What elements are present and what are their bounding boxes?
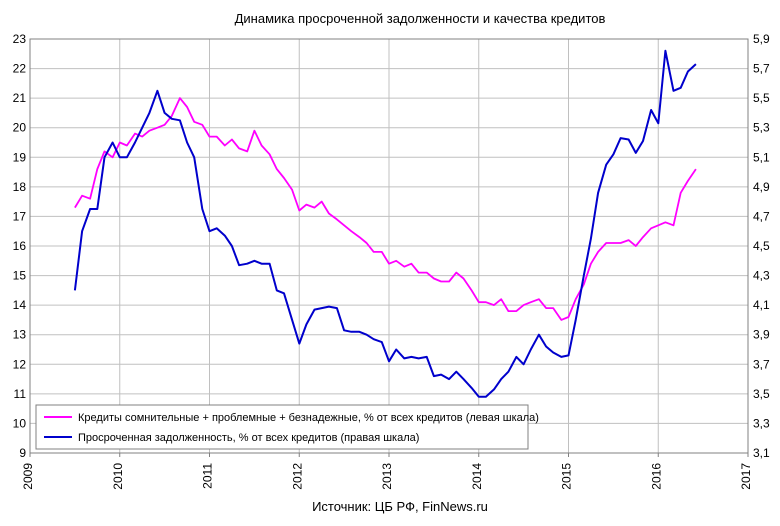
y-right-tick-label: 4,9 bbox=[753, 180, 770, 194]
y-left-tick-label: 13 bbox=[13, 328, 27, 342]
chart-title: Динамика просроченной задолженности и ка… bbox=[235, 11, 606, 26]
y-left-tick-label: 23 bbox=[13, 32, 27, 46]
y-left-tick-label: 22 bbox=[13, 62, 27, 76]
y-right-tick-label: 5,1 bbox=[753, 150, 770, 164]
y-right-tick-label: 3,7 bbox=[753, 357, 770, 371]
y-left-tick-label: 19 bbox=[13, 150, 27, 164]
y-left-tick-label: 11 bbox=[14, 387, 27, 401]
x-tick-label: 2012 bbox=[290, 463, 304, 490]
axes: 9 10 11 12 13 14 15 16 17 18 19 20 21 22 23 3,1 3,3 3,5 3,… bbox=[13, 32, 770, 490]
y-right-tick-label: 5,7 bbox=[753, 62, 770, 76]
y-left-tick-label: 9 bbox=[19, 446, 26, 460]
y-right-tick-label: 5,9 bbox=[753, 32, 770, 46]
legend-label-2: Просроченная задолженность, % от всех кр… bbox=[78, 432, 419, 444]
grid bbox=[29, 38, 749, 454]
x-tick-label: 2013 bbox=[380, 463, 394, 490]
series-layer bbox=[73, 49, 697, 398]
source-note: Источник: ЦБ РФ, FinNews.ru bbox=[312, 499, 488, 514]
y-right-tick-label: 3,9 bbox=[753, 328, 770, 342]
y-left-tick-label: 17 bbox=[13, 209, 27, 223]
y-right-tick-label: 5,5 bbox=[753, 91, 770, 105]
y-right-tick-label: 3,5 bbox=[753, 387, 770, 401]
y-left-tick-label: 10 bbox=[13, 416, 27, 430]
x-tick-label: 2011 bbox=[201, 463, 215, 489]
y-right-tick-label: 4,5 bbox=[753, 239, 770, 253]
x-tick-label: 2009 bbox=[21, 463, 35, 490]
y-left-tick-label: 15 bbox=[13, 269, 27, 283]
y-left-tick-label: 20 bbox=[13, 121, 27, 135]
y-right-tick-label: 4,7 bbox=[753, 209, 770, 223]
x-tick-label: 2016 bbox=[649, 463, 663, 490]
legend-label-1: Кредиты сомнительные + проблемные + безн… bbox=[78, 412, 539, 424]
x-tick-label: 2010 bbox=[111, 463, 125, 490]
x-tick-label: 2015 bbox=[560, 463, 574, 490]
legend: Кредиты сомнительные + проблемные + безн… bbox=[35, 404, 539, 450]
y-right-tick-label: 5,3 bbox=[753, 121, 770, 135]
series-line-1 bbox=[74, 97, 697, 321]
y-left-tick-label: 16 bbox=[13, 239, 27, 253]
x-tick-label: 2017 bbox=[739, 463, 753, 490]
y-left-tick-label: 12 bbox=[13, 357, 27, 371]
x-tick-label: 2014 bbox=[470, 463, 484, 490]
y-right-tick-label: 3,3 bbox=[753, 416, 770, 430]
legend-box bbox=[35, 404, 529, 450]
series-line-2 bbox=[73, 49, 697, 398]
y-right-tick-label: 4,1 bbox=[753, 298, 770, 312]
y-left-tick-label: 14 bbox=[13, 298, 27, 312]
y-left-tick-label: 18 bbox=[13, 180, 27, 194]
y-right-tick-label: 4,3 bbox=[753, 269, 770, 283]
y-left-tick-label: 21 bbox=[13, 91, 27, 105]
y-right-tick-label: 3,1 bbox=[753, 446, 770, 460]
